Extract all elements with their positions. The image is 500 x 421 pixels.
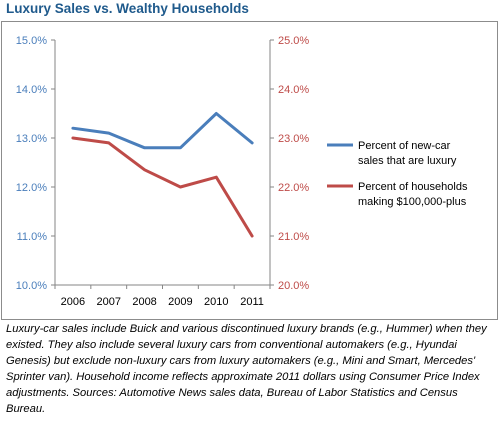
legend-label: Percent of households making $100,000-plu… xyxy=(358,181,468,208)
right-tick-label: 22.0% xyxy=(278,182,309,194)
right-axis-ticks: 20.0% 21.0% 22.0% 23.0% 24.0% 25.0% xyxy=(270,35,309,292)
x-tick-label: 2009 xyxy=(168,296,192,308)
series-line-luxury-sales xyxy=(71,112,254,150)
line-chart: 10.0% 11.0% 12.0% 13.0% 14.0% 15.0% 20.0% 21.0… xyxy=(16,35,468,308)
left-tick-label: 12.0% xyxy=(16,182,47,194)
x-tick-label: 2010 xyxy=(204,296,228,308)
x-tick-label: 2006 xyxy=(61,296,85,308)
chart-axes xyxy=(54,40,271,286)
series-line-wealthy-households xyxy=(71,136,254,238)
chart-caption: Luxury-car sales include Buick and vario… xyxy=(6,323,487,415)
left-tick-label: 13.0% xyxy=(16,133,47,145)
left-tick-label: 10.0% xyxy=(16,280,47,292)
right-tick-label: 23.0% xyxy=(278,133,309,145)
right-tick-label: 25.0% xyxy=(278,35,309,47)
series-lines xyxy=(71,112,254,238)
right-tick-label: 21.0% xyxy=(278,231,309,243)
legend-label: Percent of new-car sales that are luxury xyxy=(358,140,457,167)
chart-legend: Percent of new-car sales that are luxury P… xyxy=(327,140,468,208)
left-tick-label: 15.0% xyxy=(16,35,47,47)
chart-title: Luxury Sales vs. Wealthy Households xyxy=(6,1,249,16)
x-tick-label: 2011 xyxy=(240,296,264,308)
left-axis-ticks: 10.0% 11.0% 12.0% 13.0% 14.0% 15.0% xyxy=(16,35,55,292)
chart-frame xyxy=(1,21,498,320)
right-tick-label: 24.0% xyxy=(278,84,309,96)
left-tick-label: 14.0% xyxy=(16,84,47,96)
x-tick-label: 2008 xyxy=(132,296,156,308)
x-axis-ticks: 2006 2007 2008 2009 2010 2011 xyxy=(54,285,271,308)
x-tick-label: 2007 xyxy=(97,296,121,308)
left-tick-label: 11.0% xyxy=(17,231,48,243)
right-tick-label: 20.0% xyxy=(278,280,309,292)
